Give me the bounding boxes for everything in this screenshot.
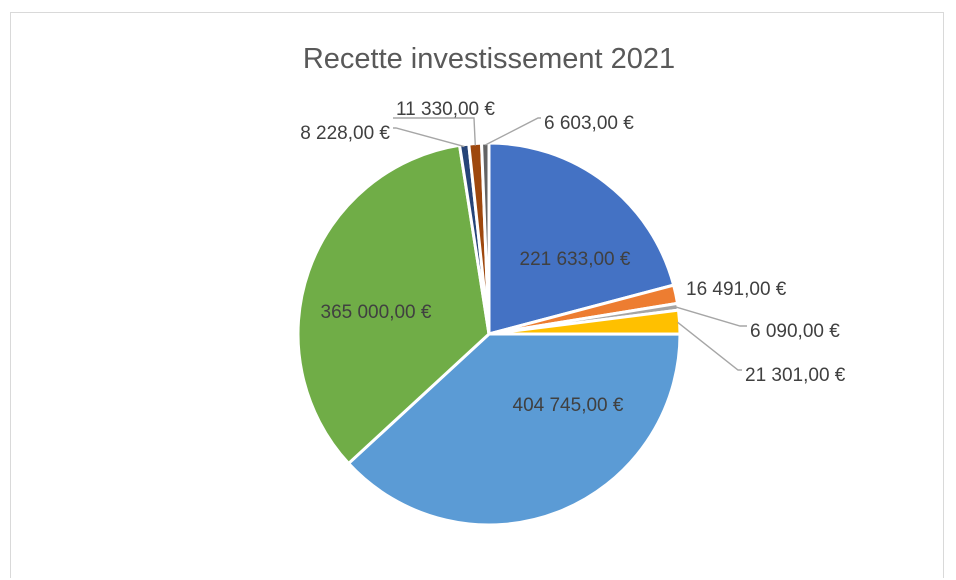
pie-slice-5 bbox=[347, 332, 682, 527]
data-label-8: 11 330,00 € bbox=[396, 99, 495, 120]
leader-line-8 bbox=[393, 117, 476, 146]
data-label-3: 6 090,00 € bbox=[750, 321, 840, 342]
data-label-7: 8 228,00 € bbox=[300, 123, 390, 144]
leader-line-4 bbox=[677, 321, 742, 371]
data-label-6: 365 000,00 € bbox=[321, 302, 432, 323]
data-labels: 221 633,00 € 16 491,00 € 6 090,00 € 21 301,… bbox=[300, 99, 846, 416]
leader-lines bbox=[393, 117, 747, 371]
leader-line-7 bbox=[393, 127, 465, 148]
pie-slice-6 bbox=[296, 143, 491, 465]
pie-slice-1 bbox=[487, 141, 676, 336]
data-label-1: 221 633,00 € bbox=[520, 249, 631, 270]
pie-slices bbox=[296, 141, 682, 527]
data-label-9: 6 603,00 € bbox=[544, 113, 634, 134]
leader-line-3 bbox=[675, 306, 747, 327]
data-label-2: 16 491,00 € bbox=[686, 279, 787, 300]
leader-line-9 bbox=[484, 117, 541, 146]
data-label-5: 404 745,00 € bbox=[513, 395, 624, 416]
chart-title: Recette investissement 2021 bbox=[303, 43, 675, 75]
data-label-4: 21 301,00 € bbox=[745, 365, 846, 386]
